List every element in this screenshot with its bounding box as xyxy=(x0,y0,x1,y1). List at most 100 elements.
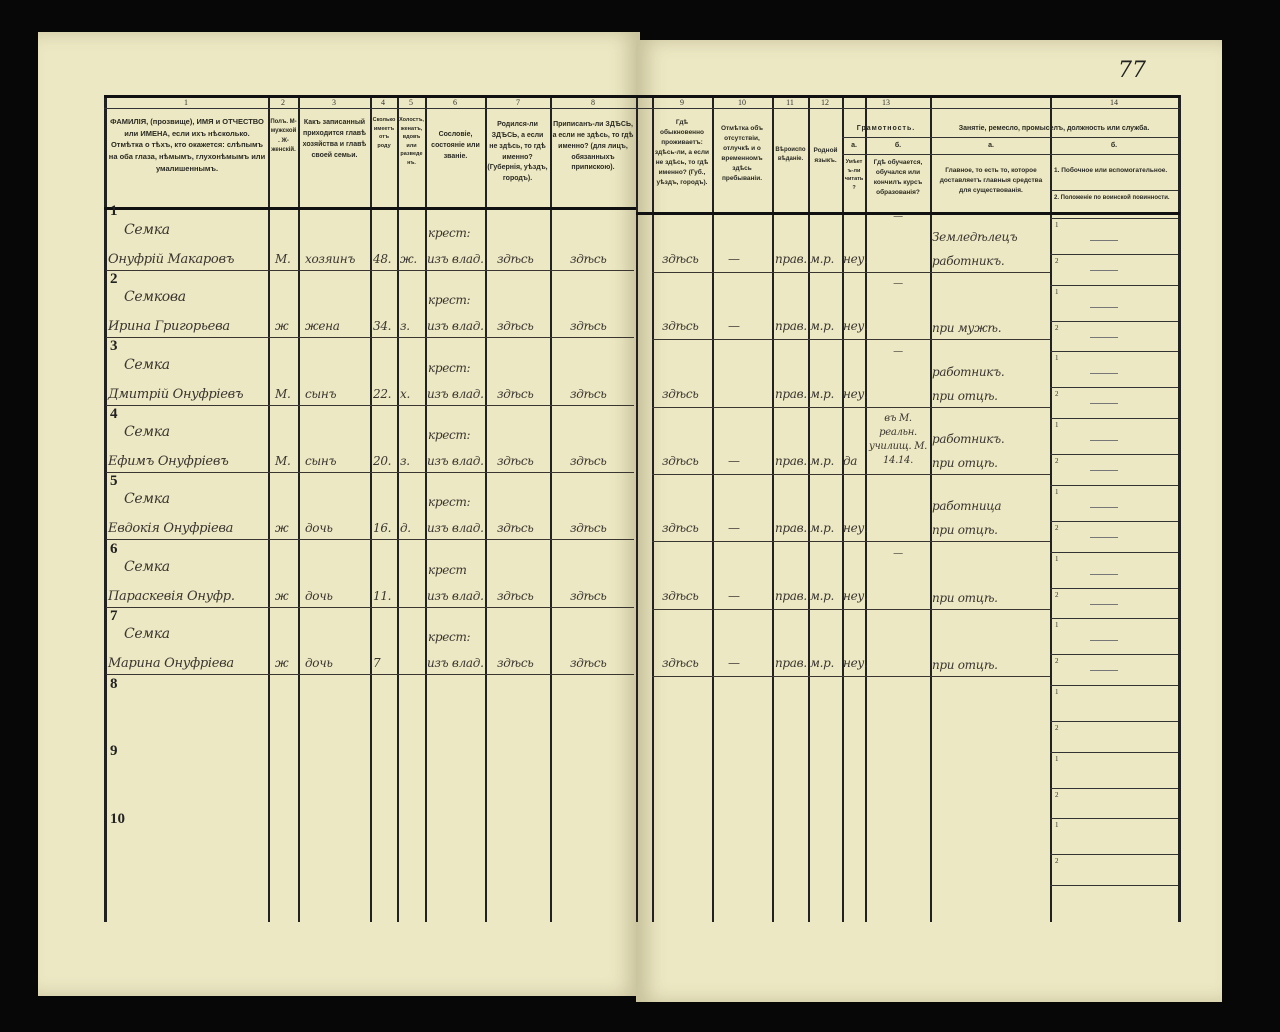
entry-sex: М. xyxy=(275,252,291,266)
row-rule-14b xyxy=(1050,218,1178,219)
entry-age: 16. xyxy=(373,521,392,536)
column-number: 14 xyxy=(1110,98,1118,107)
entry-language: м.р. xyxy=(810,453,835,468)
entry-underline xyxy=(930,339,1050,341)
header-col13b: Гдѣ обучается, обучался или кончилъ курс… xyxy=(873,159,923,197)
entry-born: здѣсь xyxy=(497,386,534,401)
header-col14b-label: б. xyxy=(1110,142,1118,149)
entry-literate: неу. xyxy=(843,655,868,670)
row-rule-14b xyxy=(1050,351,1178,353)
entry-absence: — xyxy=(728,655,740,670)
column-rule xyxy=(712,95,714,922)
entry-underline xyxy=(652,473,930,475)
entry-sex: ж xyxy=(275,655,289,670)
entry-religion: прав. xyxy=(775,252,807,266)
column-rule xyxy=(1050,95,1052,922)
header-col14a: Главное, то есть то, которое доставляетъ… xyxy=(939,167,1043,195)
column-rule xyxy=(865,95,867,922)
row-number: 1 xyxy=(110,203,118,219)
row-number: 4 xyxy=(110,405,118,422)
header-14b-rule xyxy=(1050,190,1178,191)
table-top-rule xyxy=(104,95,1180,98)
header-number-rule xyxy=(104,108,1180,109)
full-name: Онуфрій Макаровъ xyxy=(108,252,235,267)
entry-language: м.р. xyxy=(810,521,835,536)
entry-born: здѣсь xyxy=(497,252,534,266)
subrow-rule-14b xyxy=(1050,520,1178,522)
row-rule-14b xyxy=(1050,484,1178,486)
full-name: Ефимъ Онуфріевъ xyxy=(108,453,229,469)
entry-estate: крест xyxy=(428,562,467,577)
entry-born: здѣсь xyxy=(497,588,534,603)
full-name: Дмитрій Онуфріевъ xyxy=(108,386,244,402)
entry-marital: ж. xyxy=(400,252,417,266)
subrow-rule-14b xyxy=(1050,720,1178,722)
entry-sex: М. xyxy=(275,386,291,401)
entry-estate: крест: xyxy=(428,293,471,308)
column-number: 11 xyxy=(786,98,794,107)
census-left-page xyxy=(38,32,640,996)
entry-absence: — xyxy=(728,453,740,468)
entry-occupation: работникъ. xyxy=(932,364,1005,379)
entry-underline xyxy=(106,404,634,406)
entry-occupation: Земледѣлецъ xyxy=(932,230,1018,244)
entry-residence: здѣсь xyxy=(662,588,699,603)
entry-relation: сынъ xyxy=(305,386,337,401)
row-number: 3 xyxy=(110,338,118,354)
surname: Семка xyxy=(124,625,170,642)
column-rule xyxy=(930,95,932,922)
entry-estate: крест: xyxy=(428,427,471,442)
entry-residence: здѣсь xyxy=(662,252,699,266)
entry-religion: прав. xyxy=(775,588,807,603)
entry-registered: здѣсь xyxy=(570,588,607,603)
entry-religion: прав. xyxy=(775,319,807,334)
dash-mark xyxy=(1090,506,1118,508)
entry-underline xyxy=(930,541,1050,543)
entry-education: въ М. реальн. училищ. М. 14.14. xyxy=(868,412,928,466)
header-col9: Гдѣ обыкновенно проживаетъ: здѣсь-ли, а … xyxy=(654,119,710,187)
row-number: 7 xyxy=(110,608,118,624)
dash-mark xyxy=(1090,573,1118,575)
subrow-label: 2 xyxy=(1055,523,1059,532)
header-bottom-rule-right xyxy=(636,212,1180,215)
header-13-rule xyxy=(842,137,930,138)
entry-education: — xyxy=(893,345,903,357)
column-rule xyxy=(104,95,107,922)
subrow-label: 1 xyxy=(1055,221,1059,229)
surname: Семка xyxy=(124,222,170,238)
entry-underline xyxy=(930,675,1050,677)
full-name: Марина Онуфріева xyxy=(108,655,234,671)
dash-mark xyxy=(1090,403,1118,405)
header-col13a-label: а. xyxy=(851,142,857,149)
entry-language: м.р. xyxy=(810,655,835,670)
entry-estate: изъ влад. xyxy=(427,588,484,603)
column-rule xyxy=(1178,95,1181,922)
header-col14b-1: 1. Побочное или вспомогательное. xyxy=(1054,167,1168,174)
subrow-label: 1 xyxy=(1055,821,1059,830)
header-col10: Отмѣтка объ отсутствіи, отлучкѣ и о врем… xyxy=(720,125,764,183)
entry-occupation: при отцѣ. xyxy=(932,523,998,538)
entry-marital: з. xyxy=(400,319,410,334)
entry-occupation: работница xyxy=(932,499,1002,514)
column-number: 1 xyxy=(184,98,188,107)
entry-religion: прав. xyxy=(775,521,807,536)
entry-occupation: при отцѣ. xyxy=(932,657,998,672)
entry-literate: неу. xyxy=(843,588,868,603)
full-name: Параскевія Онуфр. xyxy=(108,588,235,604)
entry-born: здѣсь xyxy=(497,655,534,670)
row-number: 8 xyxy=(110,675,118,692)
row-number: 6 xyxy=(110,540,118,557)
dash-mark xyxy=(1090,240,1118,241)
subrow-label: 1 xyxy=(1055,421,1059,430)
subrow-label: 2 xyxy=(1055,390,1059,399)
subrow-label: 1 xyxy=(1055,487,1059,496)
entry-occupation: при мужѣ. xyxy=(932,321,1002,336)
entry-absence: — xyxy=(728,521,740,536)
entry-registered: здѣсь xyxy=(570,252,607,266)
column-rule xyxy=(268,95,270,922)
entry-estate: крест: xyxy=(428,360,471,375)
column-number: 3 xyxy=(332,98,336,107)
subrow-label: 2 xyxy=(1055,790,1059,799)
entry-underline xyxy=(930,473,1050,475)
subrow-label: 1 xyxy=(1055,687,1059,696)
